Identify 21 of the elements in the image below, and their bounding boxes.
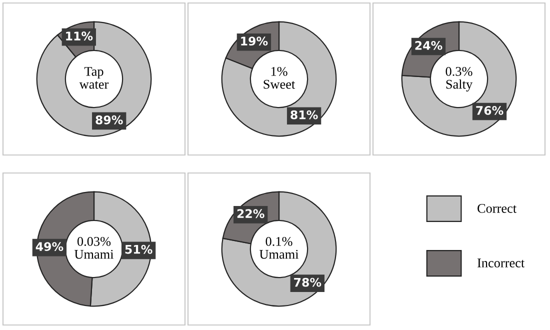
- legend-label: Correct: [478, 204, 516, 213]
- donut-slice: [221, 191, 337, 307]
- data-label: 89%: [96, 115, 123, 124]
- data-label: 22%: [237, 209, 264, 218]
- donut-slice: [221, 21, 337, 137]
- text: 0.03% Umami: [74, 236, 114, 259]
- data-label: 76%: [476, 106, 504, 115]
- data-label: 24%: [415, 41, 442, 50]
- text: 0.3% Salty: [446, 66, 473, 92]
- legend-label: Incorrect: [477, 258, 525, 268]
- donut-slice: [36, 21, 152, 137]
- data-label: 78%: [294, 278, 322, 287]
- text: 0.1% Umami: [259, 236, 299, 259]
- text: Tap water: [79, 67, 109, 89]
- data-label: 11%: [66, 32, 93, 40]
- data-label: 51%: [125, 244, 152, 254]
- data-label: 19%: [241, 36, 268, 46]
- data-label: 49%: [36, 242, 64, 252]
- text: 1% Sweet: [264, 66, 296, 89]
- donut-slice: [401, 21, 517, 137]
- data-label: 81%: [290, 110, 318, 120]
